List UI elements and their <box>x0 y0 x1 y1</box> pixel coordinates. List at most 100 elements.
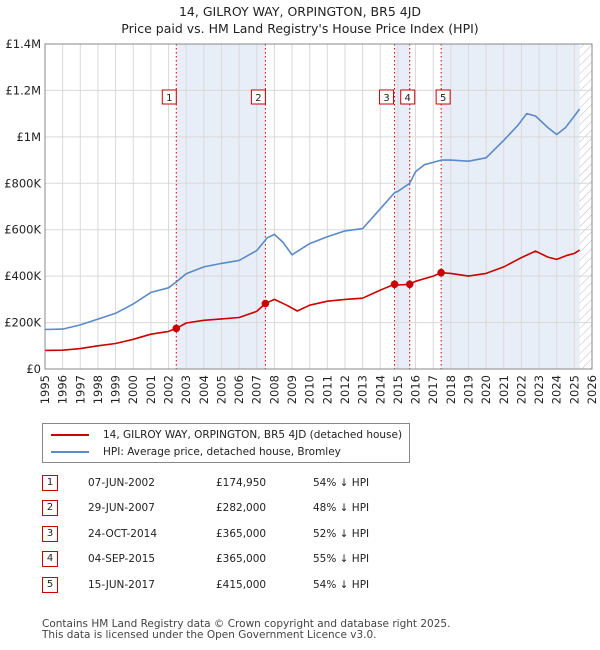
chart-subtitle: Price paid vs. HM Land Registry's House … <box>121 21 479 36</box>
hpi-series-line <box>44 108 581 331</box>
sale-hpi-diff: 55% ↓ HPI <box>313 553 370 566</box>
sale-number-box: 3 <box>379 89 395 105</box>
x-tick-label: 1995 <box>38 375 52 404</box>
sale-number-box-frame <box>379 89 395 105</box>
x-tick-label: 2012 <box>338 375 352 404</box>
sale-number-box-frame <box>400 89 416 105</box>
legend-item-property: 14, GILROY WAY, ORPINGTON, BR5 4JD (deta… <box>51 427 402 443</box>
sale-point <box>172 324 181 333</box>
sale-price: £282,000 <box>216 502 267 515</box>
projected-region <box>579 44 592 369</box>
sale-date: 04-SEP-2015 <box>88 553 156 566</box>
sale-price: £415,000 <box>216 578 267 591</box>
sale-marker-label: 1 <box>42 474 58 491</box>
x-tick-label: 2011 <box>320 375 334 404</box>
sale-number-box: 4 <box>400 89 416 105</box>
table-row: 4 04-SEP-2015 £365,000 55% ↓ HPI <box>42 547 369 573</box>
sale-hpi-diff: 54% ↓ HPI <box>313 578 370 591</box>
x-tick-label: 2019 <box>461 375 475 404</box>
sale-date: 15-JUN-2017 <box>88 578 155 591</box>
sale-date: 29-JUN-2007 <box>88 502 155 515</box>
x-tick-label: 2004 <box>197 375 211 404</box>
sale-point <box>405 280 414 289</box>
price-chart: 1 2 3 4 5 £0 £200K £400K £600K £800K £1M £1.2M £1.4M… <box>4 37 599 404</box>
sale-number-box-frame <box>435 89 451 105</box>
legend: 14, GILROY WAY, ORPINGTON, BR5 4JD (deta… <box>42 423 410 463</box>
x-tick-label: 2008 <box>267 375 281 404</box>
x-tick-label: 2024 <box>550 375 564 404</box>
chart-title: 14, GILROY WAY, ORPINGTON, BR5 4JD <box>178 4 422 19</box>
sale-number-label: 4 <box>405 93 411 104</box>
x-tick-label: 2002 <box>162 375 176 404</box>
sales-table: 1 07-JUN-2002 £174,950 54% ↓ HPI 2 29-JU… <box>42 470 369 598</box>
x-tick-label: 2017 <box>426 375 440 404</box>
x-tick-label: 2021 <box>497 375 511 404</box>
y-tick-label: £800K <box>4 176 41 190</box>
sale-date: 24-OCT-2014 <box>88 527 157 540</box>
sale-number-label: 2 <box>255 93 261 104</box>
x-tick-label: 1996 <box>56 375 70 404</box>
x-tick-label: 2007 <box>250 375 264 404</box>
footer-licence: This data is licensed under the Open Gov… <box>42 629 377 641</box>
x-tick-label: 2009 <box>285 375 299 404</box>
sale-date: 07-JUN-2002 <box>88 476 155 489</box>
sale-price: £365,000 <box>216 527 267 540</box>
sale-hpi-diff: 52% ↓ HPI <box>313 527 370 540</box>
y-tick-label: £1.2M <box>5 83 41 97</box>
legend-item-hpi: HPI: Average price, detached house, Brom… <box>51 444 341 460</box>
x-tick-label: 1998 <box>91 375 105 404</box>
sale-marker-label: 2 <box>42 500 58 517</box>
x-tick-label: 2001 <box>144 375 158 404</box>
legend-swatch-property <box>51 434 89 436</box>
sale-number-label: 5 <box>440 93 446 104</box>
sale-hpi-diff: 54% ↓ HPI <box>313 476 370 489</box>
x-tick-label: 1997 <box>73 375 87 404</box>
x-tick-label: 2006 <box>232 375 246 404</box>
x-tick-label: 2000 <box>126 375 140 404</box>
x-tick-label: 2020 <box>479 375 493 404</box>
sale-number-box: 5 <box>435 89 451 105</box>
footer: Contains HM Land Registry data © Crown c… <box>42 619 450 641</box>
legend-swatch-hpi <box>51 451 89 453</box>
sale-point <box>390 280 399 289</box>
property-series-line <box>44 249 581 352</box>
plot-frame <box>44 43 593 370</box>
table-row: 2 29-JUN-2007 £282,000 48% ↓ HPI <box>42 496 369 522</box>
sale-marker-label: 4 <box>42 551 58 568</box>
table-row: 1 07-JUN-2002 £174,950 54% ↓ HPI <box>42 470 369 496</box>
y-tick-label: £200K <box>4 316 41 330</box>
table-row: 3 24-OCT-2014 £365,000 52% ↓ HPI <box>42 521 369 547</box>
legend-label-hpi: HPI: Average price, detached house, Brom… <box>103 446 341 458</box>
sale-point <box>437 268 445 277</box>
shaded-span <box>441 44 580 369</box>
sale-marker-label: 5 <box>42 576 58 593</box>
sale-number-box-frame <box>250 89 266 105</box>
sale-number-box: 1 <box>161 89 177 105</box>
x-tick-label: 2016 <box>409 375 423 404</box>
sale-number-label: 3 <box>383 93 389 104</box>
y-tick-label: £400K <box>4 269 41 283</box>
table-row: 5 15-JUN-2017 £415,000 54% ↓ HPI <box>42 572 369 598</box>
x-tick-label: 2013 <box>356 375 370 404</box>
sale-price: £365,000 <box>216 553 267 566</box>
x-tick-label: 2003 <box>179 375 193 404</box>
sale-point <box>261 299 270 308</box>
x-tick-label: 2005 <box>214 375 228 404</box>
y-tick-label: £1M <box>16 130 41 144</box>
x-tick-label: 2022 <box>514 375 528 404</box>
sale-number-box: 2 <box>250 89 266 105</box>
x-tick-label: 2025 <box>567 375 581 404</box>
x-tick-label: 2018 <box>444 375 458 404</box>
y-tick-label: £600K <box>4 223 41 237</box>
x-tick-label: 1999 <box>109 375 123 404</box>
sale-price: £174,950 <box>216 476 267 489</box>
shaded-span <box>176 44 266 369</box>
x-tick-label: 2023 <box>532 375 546 404</box>
legend-label-property: 14, GILROY WAY, ORPINGTON, BR5 4JD (deta… <box>103 429 403 441</box>
sale-number-box-frame <box>161 89 177 105</box>
x-tick-label: 2010 <box>303 375 317 404</box>
sale-hpi-diff: 48% ↓ HPI <box>313 502 370 515</box>
footer-copyright: Contains HM Land Registry data © Crown c… <box>42 618 451 630</box>
x-tick-label: 2015 <box>391 375 405 404</box>
sale-marker-label: 3 <box>42 525 58 542</box>
